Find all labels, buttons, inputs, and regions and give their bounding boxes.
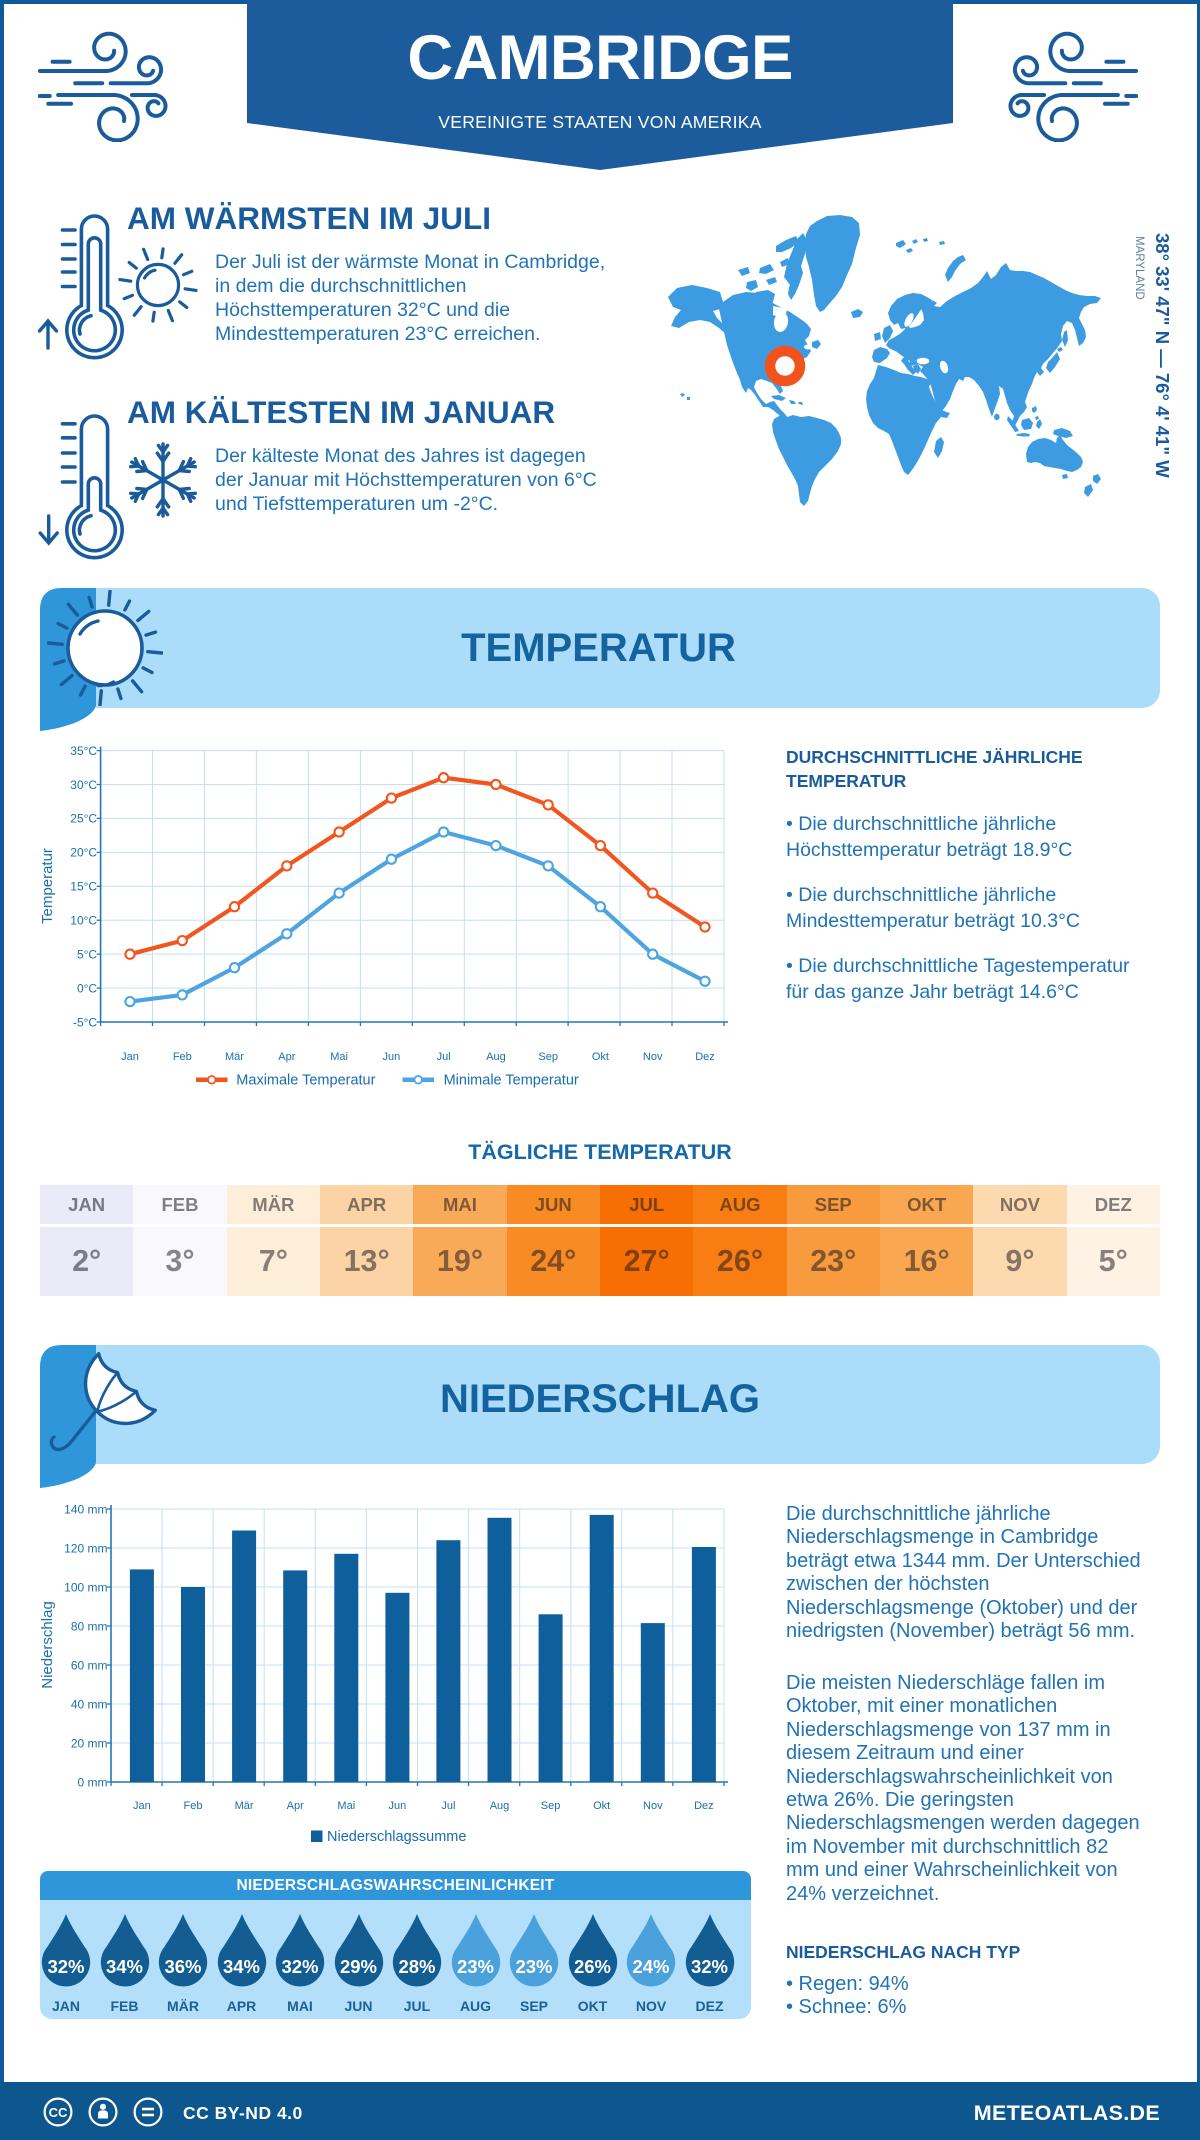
svg-text:Dez: Dez	[694, 1800, 714, 1812]
svg-text:Mär: Mär	[235, 1800, 254, 1812]
svg-text:CC: CC	[49, 2105, 68, 2120]
svg-text:Jan: Jan	[133, 1800, 151, 1812]
svg-text:25°C: 25°C	[70, 812, 97, 826]
svg-text:0°C: 0°C	[77, 981, 97, 995]
svg-text:Dez: Dez	[695, 1051, 715, 1063]
svg-text:10°C: 10°C	[70, 914, 97, 928]
svg-text:Nov: Nov	[643, 1800, 663, 1812]
svg-text:20 mm: 20 mm	[71, 1736, 108, 1750]
svg-text:Temperatur: Temperatur	[40, 848, 56, 924]
svg-text:60 mm: 60 mm	[71, 1658, 108, 1672]
svg-text:Jun: Jun	[383, 1051, 401, 1063]
svg-text:Minimale Temperatur: Minimale Temperatur	[444, 1073, 579, 1089]
svg-text:Niederschlag: Niederschlag	[40, 1601, 56, 1689]
svg-text:Sep: Sep	[538, 1051, 558, 1063]
svg-text:-5°C: -5°C	[73, 1015, 97, 1029]
svg-text:Aug: Aug	[490, 1800, 510, 1812]
svg-text:140 mm: 140 mm	[64, 1502, 107, 1516]
svg-text:Apr: Apr	[278, 1051, 295, 1063]
svg-text:Jul: Jul	[437, 1051, 451, 1063]
svg-text:Jun: Jun	[389, 1800, 407, 1812]
svg-text:15°C: 15°C	[70, 880, 97, 894]
svg-text:100 mm: 100 mm	[64, 1580, 107, 1594]
svg-text:120 mm: 120 mm	[64, 1541, 107, 1555]
svg-text:Okt: Okt	[593, 1800, 610, 1812]
svg-text:0 mm: 0 mm	[78, 1775, 108, 1789]
svg-text:Mai: Mai	[337, 1800, 355, 1812]
svg-text:Okt: Okt	[592, 1051, 609, 1063]
svg-text:Sep: Sep	[541, 1800, 561, 1812]
svg-text:Apr: Apr	[287, 1800, 304, 1812]
svg-text:35°C: 35°C	[70, 744, 97, 758]
svg-text:Maximale Temperatur: Maximale Temperatur	[236, 1073, 375, 1089]
svg-text:Jul: Jul	[441, 1800, 455, 1812]
svg-text:Jan: Jan	[121, 1051, 139, 1063]
svg-text:30°C: 30°C	[70, 778, 97, 792]
svg-text:Niederschlagssumme: Niederschlagssumme	[327, 1829, 466, 1845]
svg-text:20°C: 20°C	[70, 846, 97, 860]
svg-text:5°C: 5°C	[77, 947, 97, 961]
svg-text:Aug: Aug	[486, 1051, 506, 1063]
svg-text:Nov: Nov	[643, 1051, 663, 1063]
svg-text:40 mm: 40 mm	[71, 1697, 108, 1711]
svg-text:Feb: Feb	[184, 1800, 203, 1812]
svg-text:Feb: Feb	[173, 1051, 192, 1063]
svg-text:Mär: Mär	[225, 1051, 244, 1063]
svg-text:Mai: Mai	[330, 1051, 348, 1063]
svg-text:80 mm: 80 mm	[71, 1619, 108, 1633]
